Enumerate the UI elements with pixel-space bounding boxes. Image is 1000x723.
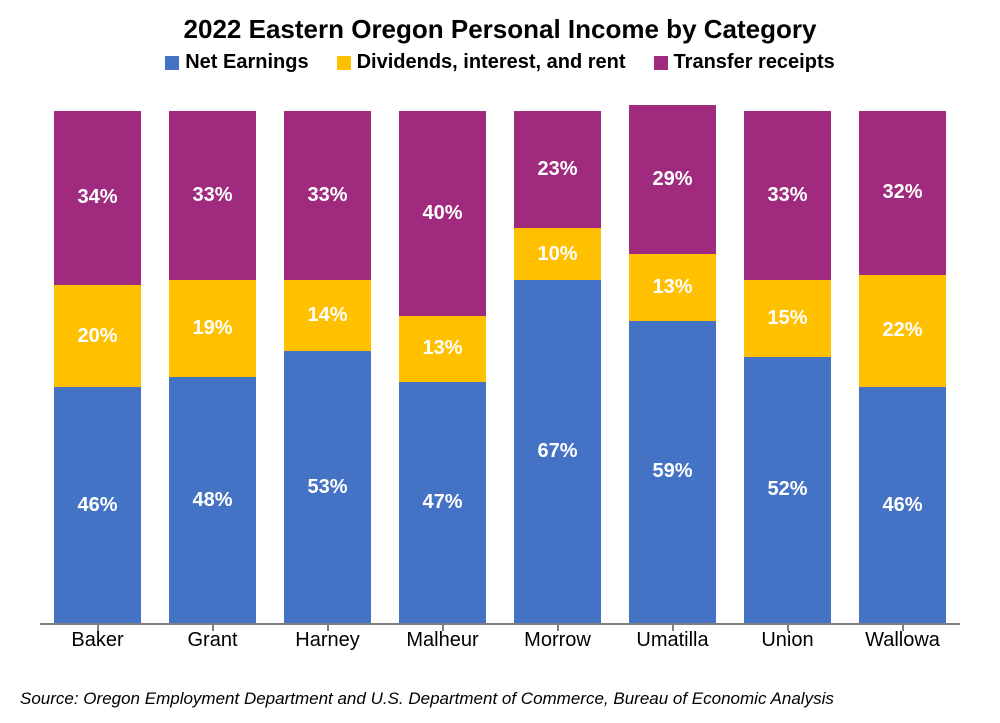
bar-segment-value: 46% — [882, 494, 922, 517]
legend: Net Earnings Dividends, interest, and re… — [0, 51, 1000, 74]
x-axis-label: Wallowa — [845, 629, 960, 653]
bar-segment-value: 13% — [422, 337, 462, 360]
bar-segment-value: 52% — [767, 478, 807, 501]
bar-segment-net-earnings: 52% — [744, 357, 831, 624]
bar-column: 34% 20% 46% — [40, 90, 155, 623]
bar-segment-transfers: 32% — [859, 111, 946, 275]
plot: 34% 20% 46% 33% 19% 48% 33% 14% 53% 40% 13% 47% 23% 1… — [40, 90, 960, 653]
bar-segment-value: 67% — [537, 440, 577, 463]
bar-segment-dividends: 19% — [169, 280, 256, 377]
bar-column: 29% 13% 59% — [615, 90, 730, 623]
legend-label: Net Earnings — [185, 51, 308, 74]
bar-stack: 34% 20% 46% — [54, 90, 141, 623]
bar-column: 33% 19% 48% — [155, 90, 270, 623]
bar-segment-net-earnings: 53% — [284, 351, 371, 623]
bar-segment-value: 46% — [77, 494, 117, 517]
bar-segment-dividends: 14% — [284, 280, 371, 352]
bar-segment-value: 40% — [422, 202, 462, 225]
bar-segment-value: 23% — [537, 158, 577, 181]
bar-segment-value: 33% — [767, 184, 807, 207]
bar-segment-value: 10% — [537, 243, 577, 266]
x-axis-label: Umatilla — [615, 629, 730, 653]
x-axis-label: Malheur — [385, 629, 500, 653]
bar-segment-value: 13% — [652, 276, 692, 299]
bar-segment-value: 19% — [192, 317, 232, 340]
bar-segment-net-earnings: 67% — [514, 280, 601, 623]
bar-segment-value: 48% — [192, 489, 232, 512]
x-axis-label: Union — [730, 629, 845, 653]
bar-segment-dividends: 15% — [744, 280, 831, 357]
source-attribution: Source: Oregon Employment Department and… — [20, 689, 834, 709]
bar-stack: 23% 10% 67% — [514, 90, 601, 623]
x-axis-label: Harney — [270, 629, 385, 653]
bar-segment-transfers: 33% — [284, 111, 371, 280]
bar-segment-value: 29% — [652, 168, 692, 191]
bar-segment-transfers: 40% — [399, 111, 486, 316]
bar-column: 33% 14% 53% — [270, 90, 385, 623]
bar-segment-value: 59% — [652, 460, 692, 483]
legend-swatch-icon — [165, 56, 179, 70]
bar-stack: 40% 13% 47% — [399, 90, 486, 623]
x-axis-label: Morrow — [500, 629, 615, 653]
bar-segment-dividends: 22% — [859, 275, 946, 388]
chart-page: 2022 Eastern Oregon Personal Income by C… — [0, 0, 1000, 723]
bar-stack: 29% 13% 59% — [629, 90, 716, 623]
bar-segment-value: 32% — [882, 181, 922, 204]
bar-stack: 32% 22% 46% — [859, 90, 946, 623]
bar-segment-value: 22% — [882, 319, 922, 342]
bar-column: 23% 10% 67% — [500, 90, 615, 623]
bar-segment-value: 15% — [767, 307, 807, 330]
bar-column: 32% 22% 46% — [845, 90, 960, 623]
legend-item-dividends: Dividends, interest, and rent — [337, 51, 626, 74]
x-axis-label: Grant — [155, 629, 270, 653]
bar-segment-value: 34% — [77, 186, 117, 209]
bar-segment-net-earnings: 48% — [169, 377, 256, 623]
bar-segment-net-earnings: 47% — [399, 382, 486, 623]
bar-segment-transfers: 33% — [169, 111, 256, 280]
plot-area: 34% 20% 46% 33% 19% 48% 33% 14% 53% 40% 13% 47% 23% 1… — [40, 90, 960, 653]
legend-swatch-icon — [654, 56, 668, 70]
legend-label: Dividends, interest, and rent — [357, 51, 626, 74]
bar-segment-dividends: 10% — [514, 228, 601, 279]
legend-label: Transfer receipts — [674, 51, 835, 74]
bar-stack: 33% 15% 52% — [744, 90, 831, 623]
bar-segment-transfers: 33% — [744, 111, 831, 280]
bar-stack: 33% 14% 53% — [284, 90, 371, 623]
bar-segment-net-earnings: 46% — [859, 387, 946, 623]
x-axis-labels: BakerGrantHarneyMalheurMorrowUmatillaUni… — [40, 629, 960, 653]
bar-stack: 33% 19% 48% — [169, 90, 256, 623]
bar-segment-value: 14% — [307, 304, 347, 327]
bar-segment-net-earnings: 59% — [629, 321, 716, 623]
bar-segment-net-earnings: 46% — [54, 387, 141, 623]
bar-segment-value: 47% — [422, 491, 462, 514]
bar-segment-value: 53% — [307, 476, 347, 499]
bars-row: 34% 20% 46% 33% 19% 48% 33% 14% 53% 40% 13% 47% 23% 1… — [40, 90, 960, 625]
bar-segment-transfers: 34% — [54, 111, 141, 285]
bar-segment-transfers: 23% — [514, 111, 601, 229]
chart-title: 2022 Eastern Oregon Personal Income by C… — [0, 0, 1000, 45]
bar-segment-dividends: 13% — [399, 316, 486, 383]
legend-item-transfers: Transfer receipts — [654, 51, 835, 74]
legend-swatch-icon — [337, 56, 351, 70]
bar-segment-value: 33% — [192, 184, 232, 207]
x-axis-label: Baker — [40, 629, 155, 653]
bar-segment-dividends: 20% — [54, 285, 141, 388]
bar-column: 33% 15% 52% — [730, 90, 845, 623]
bar-segment-dividends: 13% — [629, 254, 716, 321]
bar-segment-value: 20% — [77, 325, 117, 348]
bar-segment-value: 33% — [307, 184, 347, 207]
bar-column: 40% 13% 47% — [385, 90, 500, 623]
bar-segment-transfers: 29% — [629, 105, 716, 254]
legend-item-net-earnings: Net Earnings — [165, 51, 308, 74]
